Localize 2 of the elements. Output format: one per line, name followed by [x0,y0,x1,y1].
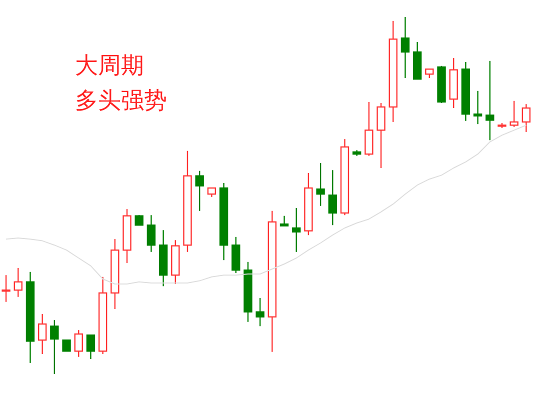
annotation: 多头强势 [75,88,167,114]
annotation: 大周期 [75,53,144,79]
